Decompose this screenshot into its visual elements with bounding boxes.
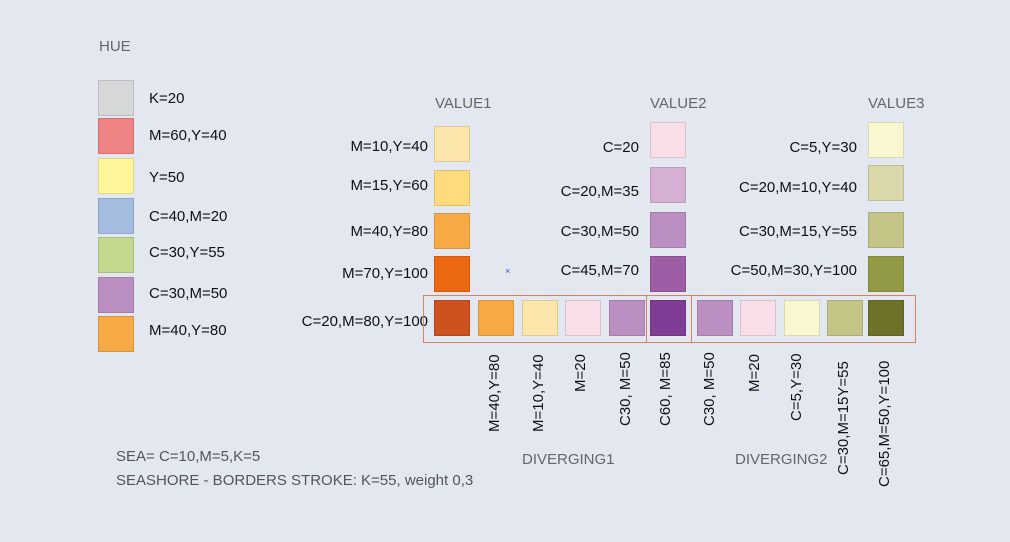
- value1-swatch-3: [434, 213, 470, 249]
- seashore-note: SEASHORE - BORDERS STROKE: K=55, weight …: [116, 472, 474, 489]
- value1-label-3: M=40,Y=80: [350, 223, 428, 240]
- hue-title: HUE: [99, 38, 131, 55]
- value2-label-2: C=20,M=35: [560, 183, 639, 200]
- value3-label-3: C=30,M=15,Y=55: [738, 223, 857, 240]
- hue-label-y50: Y=50: [149, 169, 185, 186]
- hue-label-c40m20: C=40,M=20: [149, 208, 228, 225]
- value3-label-2: C=20,M=10,Y=40: [738, 179, 857, 196]
- hue-swatch-c40m20: [98, 198, 134, 234]
- hue-swatch-c30m50: [98, 277, 134, 313]
- value2-swatch-5: [650, 300, 686, 336]
- diverging2-label-2: M=20: [746, 354, 763, 392]
- value1-label-4: M=70,Y=100: [342, 265, 428, 282]
- value3-label-1: C=5,Y=30: [789, 139, 857, 156]
- diverging1-swatch-3: [565, 300, 601, 336]
- value2-swatch-4: [650, 256, 686, 292]
- hue-swatch-k20: [98, 80, 134, 116]
- hue-label-c30m50: C=30,M=50: [149, 285, 228, 302]
- value2-title: VALUE2: [650, 95, 707, 112]
- hue-label-m60y40: M=60,Y=40: [149, 127, 227, 144]
- value3-label-5: C=65,M=50,Y=100: [876, 360, 893, 487]
- value1-swatch-1: [434, 126, 470, 162]
- hue-swatch-m60y40: [98, 118, 134, 154]
- sea-note: SEA= C=10,M=5,K=5: [116, 448, 261, 465]
- hue-label-k20: K=20: [149, 90, 185, 107]
- value3-title: VALUE3: [868, 95, 925, 112]
- value2-label-3: C=30,M=50: [560, 223, 639, 240]
- value1-label-2: M=15,Y=60: [350, 177, 428, 194]
- diverging2-label-1: C30, M=50: [701, 352, 718, 426]
- hue-swatch-y50: [98, 158, 134, 194]
- diverging1-title: DIVERGING1: [522, 451, 615, 468]
- value3-swatch-5: [868, 300, 904, 336]
- diverging2-title: DIVERGING2: [735, 451, 828, 468]
- diverging2-swatch-4: [827, 300, 863, 336]
- diverging1-label-1: M=40,Y=80: [486, 354, 503, 432]
- hue-label-m40y80: M=40,Y=80: [149, 322, 227, 339]
- diverging2-swatch-2: [740, 300, 776, 336]
- diverging1-swatch-4: [609, 300, 645, 336]
- value1-title: VALUE1: [435, 95, 492, 112]
- cross-marker: ×: [505, 266, 511, 276]
- value1-swatch-2: [434, 170, 470, 206]
- value1-label-1: M=10,Y=40: [350, 138, 428, 155]
- diverging1-label-2: M=10,Y=40: [530, 354, 547, 432]
- value1-label-5: C=20,M=80,Y=100: [301, 313, 428, 330]
- value2-swatch-3: [650, 212, 686, 248]
- hue-swatch-m40y80: [98, 316, 134, 352]
- diverging2-label-4: C=30,M=15Y=55: [835, 361, 852, 475]
- value2-label-5: C60, M=85: [657, 352, 674, 426]
- diverging1-swatch-2: [522, 300, 558, 336]
- value3-label-4: C=50,M=30,Y=100: [730, 262, 857, 279]
- value3-swatch-2: [868, 165, 904, 201]
- value2-highlight-frame: [646, 295, 692, 343]
- hue-swatch-c30y55: [98, 237, 134, 273]
- value1-swatch-4: [434, 256, 470, 292]
- diverging2-swatch-3: [784, 300, 820, 336]
- diverging2-label-3: C=5,Y=30: [788, 353, 805, 421]
- value3-swatch-4: [868, 256, 904, 292]
- diverging1-label-4: C30, M=50: [617, 352, 634, 426]
- value2-label-1: C=20: [602, 139, 639, 156]
- diverging1-label-3: M=20: [572, 354, 589, 392]
- diverging1-swatch-1: [478, 300, 514, 336]
- value1-swatch-5: [434, 300, 470, 336]
- value3-swatch-3: [868, 212, 904, 248]
- value2-swatch-1: [650, 122, 686, 158]
- value3-swatch-1: [868, 122, 904, 158]
- diverging2-swatch-1: [697, 300, 733, 336]
- value2-swatch-2: [650, 167, 686, 203]
- value2-label-4: C=45,M=70: [560, 262, 639, 279]
- hue-label-c30y55: C=30,Y=55: [149, 244, 225, 261]
